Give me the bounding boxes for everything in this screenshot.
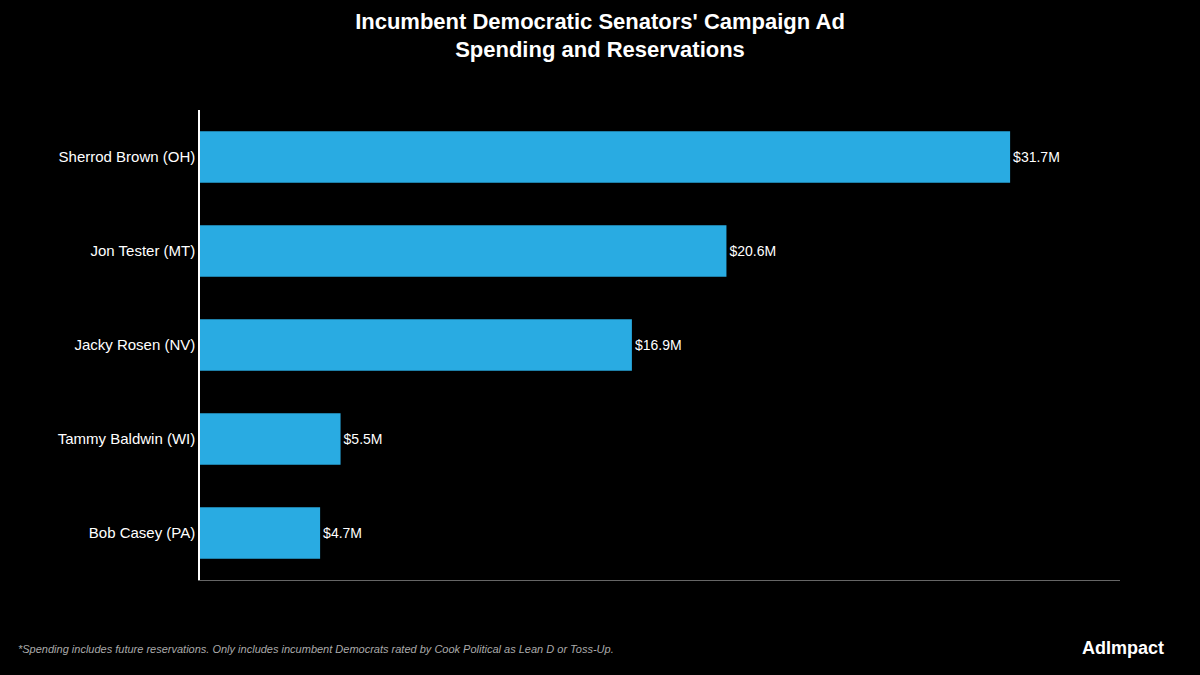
svg-text:$20.6M: $20.6M	[729, 243, 776, 259]
svg-text:$5.5M: $5.5M	[344, 431, 383, 447]
svg-text:AdImpact: AdImpact	[1082, 638, 1164, 658]
svg-text:Jacky Rosen (NV): Jacky Rosen (NV)	[74, 336, 195, 353]
svg-text:Incumbent Democratic Senators': Incumbent Democratic Senators' Campaign …	[355, 9, 845, 63]
svg-text:$16.9M: $16.9M	[635, 337, 682, 353]
svg-text:$4.7M: $4.7M	[323, 525, 362, 541]
svg-text:$31.7M: $31.7M	[1013, 149, 1060, 165]
svg-text:Tammy Baldwin (WI): Tammy Baldwin (WI)	[58, 430, 196, 447]
svg-text:Sherrod Brown (OH): Sherrod Brown (OH)	[59, 148, 196, 165]
svg-text:Jon Tester (MT): Jon Tester (MT)	[91, 242, 196, 259]
svg-text:Bob Casey (PA): Bob Casey (PA)	[89, 524, 195, 541]
svg-text:*Spending includes future rese: *Spending includes future reservations. …	[18, 643, 614, 655]
